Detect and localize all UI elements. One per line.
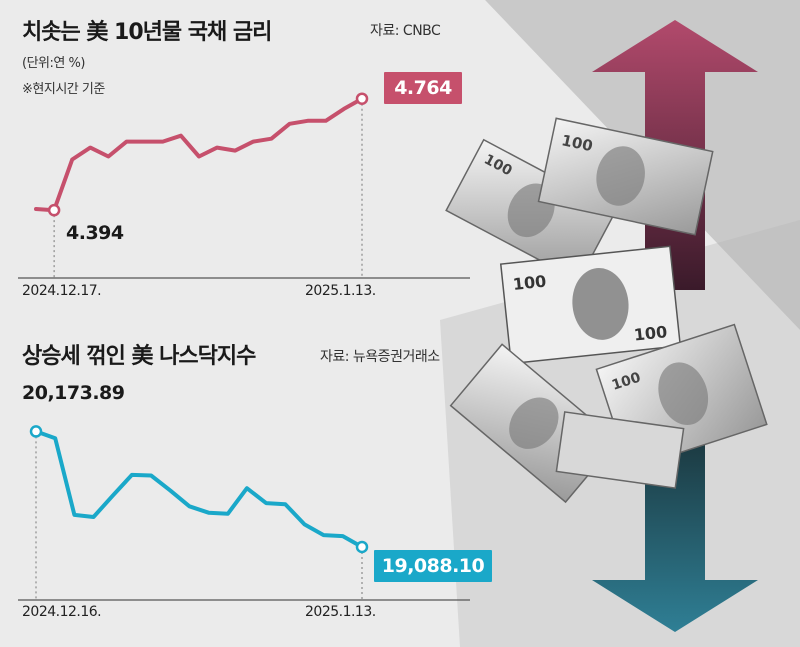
chart1-x-end-label: 2025.1.13. bbox=[305, 283, 376, 299]
chart2-series-line bbox=[34, 429, 364, 549]
chart2-last-value-badge: 19,088.10 bbox=[374, 550, 492, 582]
chart2-title: 상승세 꺾인 美 나스닥지수 bbox=[22, 344, 256, 369]
chart1-series-line bbox=[34, 96, 364, 213]
chart1-last-value-badge: 4.764 bbox=[384, 72, 462, 104]
chart2-source: 자료: 뉴욕증권거래소 bbox=[320, 349, 440, 365]
chart1-title: 치솟는 美 10년물 국채 금리 bbox=[22, 20, 272, 45]
chart1-source: 자료: CNBC bbox=[370, 23, 441, 39]
svg-text:100: 100 bbox=[512, 272, 547, 294]
chart1-first-value-label: 4.394 bbox=[66, 222, 124, 244]
chart1-note: ※현지시간 기준 bbox=[22, 82, 105, 97]
treasury-yield-chart bbox=[18, 92, 470, 279]
chart2-first-value-label: 20,173.89 bbox=[22, 382, 125, 404]
chart2-x-start-label: 2024.12.16. bbox=[22, 604, 102, 620]
down-arrow-icon bbox=[592, 420, 758, 632]
chart1-end-point bbox=[355, 92, 369, 105]
chart1-unit: (단위:연 %) bbox=[22, 56, 85, 71]
chart2-start-point bbox=[29, 425, 43, 438]
chart2-end-point bbox=[355, 540, 369, 554]
chart1-start-point bbox=[47, 203, 61, 217]
chart1-x-start-label: 2024.12.17. bbox=[22, 283, 102, 299]
chart2-x-end-label: 2025.1.13. bbox=[305, 604, 376, 620]
money-bills-image: 100 100 100 100 100 bbox=[445, 117, 768, 504]
svg-text:100: 100 bbox=[633, 322, 668, 344]
nasdaq-chart bbox=[18, 425, 470, 601]
